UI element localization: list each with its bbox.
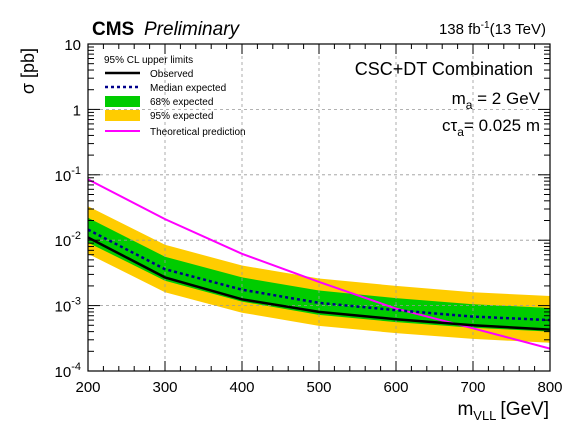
limit-lines <box>87 178 551 350</box>
y-tick-label: 10-4 <box>55 361 81 381</box>
median-expected-line <box>87 228 551 322</box>
x-tick-label: 700 <box>460 379 485 396</box>
y-tick-label: 10-2 <box>55 230 81 250</box>
x-tick-label: 500 <box>306 379 331 396</box>
limit-bands <box>88 206 550 343</box>
legend-band68: 68% expected <box>150 97 213 108</box>
legend-band95-swatch <box>105 110 140 121</box>
combination-label: CSC+DT Combination <box>355 59 533 79</box>
theory-curve <box>87 178 551 350</box>
band-68-expected <box>88 217 550 332</box>
y-axis-title: σ [pb] <box>18 48 38 94</box>
x-axis-title: mVLL [GeV] <box>457 399 549 423</box>
observed-line <box>87 236 551 331</box>
mass-label: ma = 2 GeV <box>452 89 541 112</box>
ctau-label: cτa= 0.025 m <box>442 116 540 139</box>
x-tick-label: 200 <box>75 379 100 396</box>
x-tick-label: 400 <box>229 379 254 396</box>
legend-header: 95% CL upper limits <box>104 55 193 66</box>
legend: 95% CL upper limits Observed Median expe… <box>104 55 246 138</box>
x-tick-label: 300 <box>152 379 177 396</box>
x-tick-label: 800 <box>537 379 562 396</box>
y-tick-label: 10 <box>64 37 81 54</box>
legend-band68-swatch <box>105 96 140 107</box>
preliminary-label: Preliminary <box>144 19 241 40</box>
x-tick-label: 600 <box>383 379 408 396</box>
legend-observed: Observed <box>150 69 193 80</box>
axis-ticks: 200 300 400 500 600 700 800 10-4 10-3 10-2 10-1 1 10 <box>55 37 563 396</box>
y-tick-label: 10-1 <box>55 165 81 185</box>
y-tick-label: 1 <box>73 102 81 119</box>
legend-median: Median expected <box>150 83 226 94</box>
legend-theory: Theoretical prediction <box>150 127 246 138</box>
y-tick-label: 10-3 <box>55 296 81 316</box>
cms-label: CMS <box>92 19 134 40</box>
luminosity-label: 138 fb-1(13 TeV) <box>439 20 546 38</box>
legend-band95: 95% expected <box>150 111 213 122</box>
